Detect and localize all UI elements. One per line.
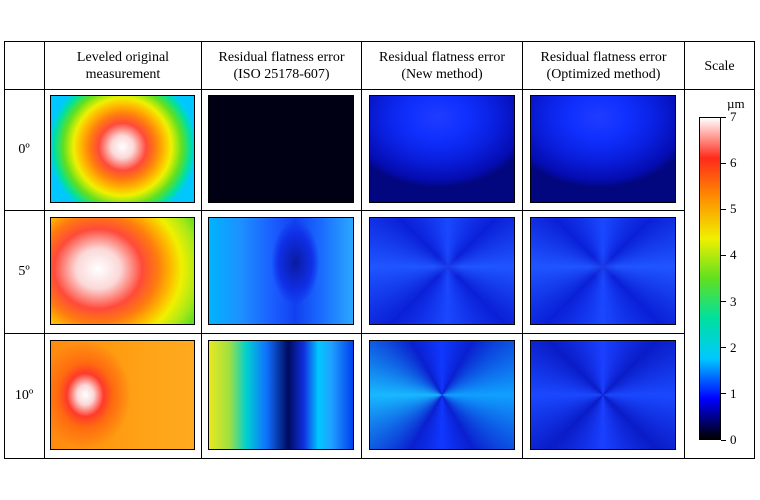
header-leveled-original: Leveled original measurement bbox=[76, 50, 170, 82]
heatmap-0deg-new bbox=[369, 95, 515, 203]
row-label-0deg: 0º bbox=[18, 142, 30, 157]
colorbar-tick-label: 6 bbox=[730, 155, 737, 171]
heatmap-10deg-leveled bbox=[50, 340, 195, 450]
colorbar bbox=[699, 117, 721, 440]
colorbar-tick-label: 3 bbox=[730, 293, 737, 309]
table-border-row1 bbox=[4, 210, 685, 211]
heatmap-10deg-new bbox=[369, 340, 515, 450]
row-label-10deg: 10º bbox=[14, 388, 34, 403]
colorbar-tick-label: 5 bbox=[730, 201, 737, 217]
heatmap-0deg-iso bbox=[208, 95, 354, 203]
heatmap-10deg-optimized bbox=[530, 340, 676, 450]
colorbar-tick-mark bbox=[721, 254, 726, 256]
table-border-col3 bbox=[361, 41, 362, 459]
table-border-col2 bbox=[201, 41, 202, 459]
table-border-col4 bbox=[522, 41, 523, 459]
table-border-left bbox=[4, 41, 5, 459]
colorbar-tick-label: 7 bbox=[730, 109, 737, 124]
table-border-col5 bbox=[684, 41, 685, 459]
table-border-row2 bbox=[4, 333, 685, 334]
header-optimized-method: Residual flatness error (Optimized method… bbox=[540, 50, 667, 82]
colorbar-tick-mark bbox=[721, 116, 726, 118]
header-new-method: Residual flatness error (New method) bbox=[379, 50, 505, 82]
colorbar-tick-mark bbox=[721, 347, 726, 349]
heatmap-0deg-optimized bbox=[530, 95, 676, 203]
heatmap-5deg-iso bbox=[208, 217, 354, 325]
header-scale: Scale bbox=[704, 58, 735, 74]
heatmap-5deg-leveled bbox=[50, 217, 195, 325]
heatmap-5deg-new bbox=[369, 217, 515, 325]
colorbar-tick-label: 0 bbox=[730, 432, 737, 447]
colorbar-tick-label: 1 bbox=[730, 385, 737, 401]
table-border-right bbox=[754, 41, 755, 459]
heatmap-5deg-optimized bbox=[530, 217, 676, 325]
colorbar-tick-mark bbox=[721, 393, 726, 395]
colorbar-unit: µm bbox=[727, 96, 745, 111]
heatmap-0deg-leveled bbox=[50, 95, 195, 203]
colorbar-tick-label: 4 bbox=[730, 247, 737, 263]
row-label-5deg: 5º bbox=[18, 264, 30, 279]
colorbar-tick-mark bbox=[721, 162, 726, 164]
colorbar-tick-label: 2 bbox=[730, 339, 737, 355]
table-border-header bbox=[4, 89, 755, 90]
colorbar-tick-mark bbox=[721, 301, 726, 303]
table-border-col1 bbox=[44, 41, 45, 459]
heatmap-10deg-iso bbox=[208, 340, 354, 450]
table-border-bottom bbox=[4, 458, 755, 459]
colorbar-tick-mark bbox=[721, 439, 726, 441]
table-border-top bbox=[4, 41, 755, 42]
header-iso: Residual flatness error (ISO 25178-607) bbox=[218, 50, 345, 82]
colorbar-tick-mark bbox=[721, 208, 726, 210]
